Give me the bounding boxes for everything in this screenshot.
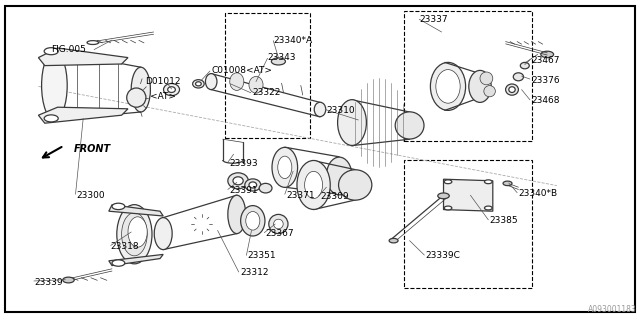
Ellipse shape	[112, 203, 125, 210]
Ellipse shape	[271, 58, 285, 65]
Ellipse shape	[438, 193, 449, 199]
Text: 23393: 23393	[229, 159, 258, 168]
Ellipse shape	[430, 62, 466, 110]
Ellipse shape	[230, 73, 244, 91]
Text: 23340*B: 23340*B	[518, 189, 557, 198]
Ellipse shape	[444, 180, 452, 184]
Text: 23300: 23300	[77, 191, 106, 200]
Text: D01012: D01012	[145, 77, 181, 86]
Ellipse shape	[278, 156, 292, 179]
Ellipse shape	[44, 115, 58, 122]
Ellipse shape	[509, 87, 515, 92]
Ellipse shape	[339, 170, 372, 200]
Text: 23385: 23385	[490, 216, 518, 225]
Polygon shape	[444, 179, 493, 211]
Ellipse shape	[228, 195, 246, 234]
Ellipse shape	[506, 84, 518, 95]
Ellipse shape	[305, 172, 323, 198]
Ellipse shape	[205, 74, 217, 90]
Bar	[404, 11, 532, 141]
Ellipse shape	[128, 217, 147, 247]
Ellipse shape	[241, 206, 265, 236]
Ellipse shape	[436, 70, 460, 103]
Ellipse shape	[273, 219, 283, 229]
Polygon shape	[109, 205, 163, 216]
Text: 23337: 23337	[419, 15, 448, 24]
Ellipse shape	[269, 214, 288, 234]
Ellipse shape	[112, 260, 125, 266]
Ellipse shape	[249, 182, 257, 188]
Ellipse shape	[164, 84, 179, 96]
Text: 23309: 23309	[320, 192, 349, 201]
Text: 23376: 23376	[531, 76, 560, 84]
Ellipse shape	[127, 88, 146, 107]
Ellipse shape	[131, 67, 150, 112]
Ellipse shape	[249, 76, 263, 93]
Ellipse shape	[117, 205, 152, 264]
Text: 23391: 23391	[229, 186, 258, 195]
Ellipse shape	[233, 177, 243, 185]
Ellipse shape	[503, 181, 512, 186]
Ellipse shape	[196, 82, 201, 86]
Ellipse shape	[272, 147, 298, 188]
Ellipse shape	[297, 161, 330, 210]
Ellipse shape	[228, 173, 248, 189]
Text: 23339: 23339	[34, 278, 63, 287]
Ellipse shape	[193, 80, 204, 88]
Text: 23322: 23322	[253, 88, 281, 97]
Ellipse shape	[541, 51, 554, 58]
Ellipse shape	[389, 238, 398, 243]
Text: 23468: 23468	[531, 96, 560, 105]
Ellipse shape	[122, 213, 147, 256]
Ellipse shape	[338, 100, 367, 146]
Text: 23339C: 23339C	[426, 252, 460, 260]
Ellipse shape	[63, 277, 74, 283]
Text: 23318: 23318	[111, 242, 140, 251]
Ellipse shape	[44, 48, 58, 55]
Ellipse shape	[484, 206, 492, 210]
Text: 23371: 23371	[286, 191, 315, 200]
Text: 23367: 23367	[266, 229, 294, 238]
Text: 23340*A: 23340*A	[273, 36, 312, 44]
Ellipse shape	[259, 183, 272, 193]
Ellipse shape	[484, 86, 495, 97]
Text: FRONT: FRONT	[74, 144, 111, 154]
Ellipse shape	[314, 102, 326, 117]
Text: 23351: 23351	[248, 252, 276, 260]
Ellipse shape	[154, 218, 172, 250]
Ellipse shape	[168, 87, 175, 92]
Bar	[404, 160, 532, 288]
Text: 23467: 23467	[531, 56, 560, 65]
Ellipse shape	[245, 179, 261, 191]
Ellipse shape	[513, 73, 524, 81]
Ellipse shape	[468, 70, 492, 102]
Text: 23310: 23310	[326, 106, 355, 115]
Ellipse shape	[326, 157, 352, 195]
Polygon shape	[109, 254, 163, 266]
Polygon shape	[38, 48, 128, 66]
Text: A093001183: A093001183	[588, 305, 637, 314]
Text: FIG.005: FIG.005	[52, 45, 86, 54]
Ellipse shape	[480, 72, 493, 85]
Text: 23312: 23312	[240, 268, 269, 277]
Ellipse shape	[42, 51, 67, 120]
Text: 23343: 23343	[268, 53, 296, 62]
Ellipse shape	[520, 62, 529, 69]
Ellipse shape	[444, 206, 452, 210]
Bar	[225, 13, 310, 138]
Text: <AT>: <AT>	[150, 92, 176, 100]
Ellipse shape	[396, 112, 424, 139]
Text: C01008<AT>: C01008<AT>	[211, 66, 272, 75]
Polygon shape	[38, 107, 128, 123]
Ellipse shape	[246, 212, 260, 230]
Ellipse shape	[87, 41, 99, 44]
Ellipse shape	[484, 180, 492, 184]
